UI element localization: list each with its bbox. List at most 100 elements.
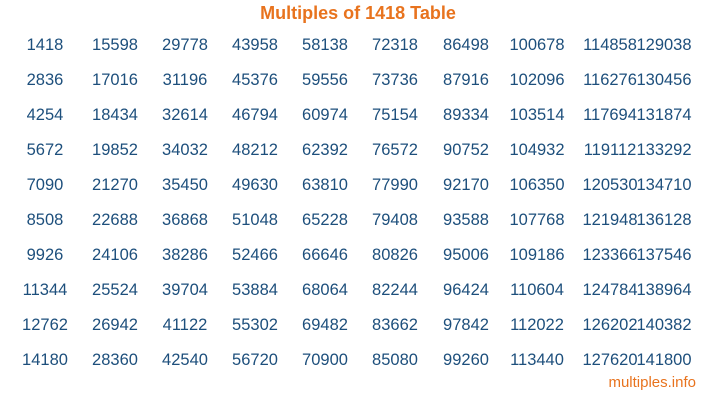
table-cell: 17016 — [92, 71, 138, 89]
table-cell: 68064 — [302, 281, 348, 299]
table-cell: 130456 — [636, 71, 692, 89]
table-cell: 100678 — [509, 36, 565, 54]
table-cell: 97842 — [443, 316, 489, 334]
table-cell: 112022 — [510, 316, 564, 334]
table-column: 1418 2836 4254 5672 7090 8508 9926 11344 12762 14… — [22, 33, 68, 383]
table-cell: 49630 — [232, 176, 278, 194]
table-cell: 138964 — [636, 281, 692, 299]
table-cell: 134710 — [636, 176, 692, 194]
table-cell: 95006 — [443, 246, 489, 264]
table-cell: 39704 — [162, 281, 208, 299]
table-cell: 22688 — [92, 211, 138, 229]
table-cell: 83662 — [372, 316, 418, 334]
table-cell: 4254 — [26, 106, 64, 124]
table-cell: 96424 — [443, 281, 489, 299]
table-cell: 141800 — [636, 351, 692, 369]
table-cell: 15598 — [92, 36, 138, 54]
table-column: 15598 17016 18434 19852 21270 22688 24106 25524… — [92, 33, 138, 383]
table-column: 72318 73736 75154 76572 77990 79408 80826 82244… — [372, 33, 418, 383]
table-cell: 29778 — [162, 36, 208, 54]
table-cell: 21270 — [92, 176, 138, 194]
table-cell: 82244 — [372, 281, 418, 299]
site-link[interactable]: multiples.info — [608, 374, 696, 391]
table-cell: 77990 — [372, 176, 418, 194]
table-cell: 56720 — [232, 351, 278, 369]
table-cell: 34032 — [162, 141, 208, 159]
table-column: 29778 31196 32614 34032 35450 36868 38286 39704… — [162, 33, 208, 383]
table-cell: 51048 — [232, 211, 278, 229]
table-cell: 109186 — [509, 246, 565, 264]
table-cell: 136128 — [636, 211, 692, 229]
table-cell: 60974 — [302, 106, 348, 124]
table-cell: 129038 — [636, 36, 692, 54]
table-cell: 119112 — [583, 141, 637, 159]
table-cell: 80826 — [372, 246, 418, 264]
table-cell: 12762 — [22, 316, 68, 334]
table-cell: 19852 — [92, 141, 138, 159]
table-column: 100678 102096 103514 104932 106350 107768 1091… — [509, 33, 564, 383]
table-cell: 59556 — [302, 71, 348, 89]
table-cell: 2836 — [26, 71, 64, 89]
table-cell: 127620 — [582, 351, 638, 369]
table-cell: 36868 — [162, 211, 208, 229]
table-cell: 113440 — [510, 351, 564, 369]
table-cell: 45376 — [232, 71, 278, 89]
table-cell: 75154 — [372, 106, 418, 124]
table-cell: 46794 — [232, 106, 278, 124]
table-cell: 42540 — [162, 351, 208, 369]
table-cell: 85080 — [372, 351, 418, 369]
table-cell: 121948 — [582, 211, 638, 229]
table-cell: 73736 — [372, 71, 418, 89]
table-cell: 110604 — [510, 281, 564, 299]
table-cell: 24106 — [92, 246, 138, 264]
table-cell: 7090 — [26, 176, 64, 194]
table-cell: 72318 — [372, 36, 418, 54]
table-cell: 62392 — [302, 141, 348, 159]
table-cell: 90752 — [443, 141, 489, 159]
table-cell: 11344 — [22, 281, 68, 299]
table-cell: 8508 — [26, 211, 64, 229]
table-cell: 48212 — [232, 141, 278, 159]
table-cell: 76572 — [372, 141, 418, 159]
table-cell: 123366 — [582, 246, 638, 264]
table-cell: 5672 — [26, 141, 64, 159]
table-cell: 32614 — [162, 106, 208, 124]
table-cell: 26942 — [92, 316, 138, 334]
table-cell: 70900 — [302, 351, 348, 369]
table-cell: 79408 — [372, 211, 418, 229]
table-cell: 117694 — [583, 106, 637, 124]
table-cell: 93588 — [443, 211, 489, 229]
table-column: 58138 59556 60974 62392 63810 65228 66646 68064… — [302, 33, 348, 383]
table-cell: 99260 — [443, 351, 489, 369]
table-cell: 140382 — [636, 316, 692, 334]
table-cell: 52466 — [232, 246, 278, 264]
table-cell: 69482 — [302, 316, 348, 334]
table-cell: 107768 — [509, 211, 565, 229]
table-cell: 131874 — [636, 106, 692, 124]
page-title: Multiples of 1418 Table — [260, 3, 456, 23]
table-column: 43958 45376 46794 48212 49630 51048 52466 53884… — [232, 33, 278, 383]
table-cell: 9926 — [26, 246, 64, 264]
table-cell: 114858 — [583, 36, 637, 54]
table-cell: 89334 — [443, 106, 489, 124]
table-cell: 18434 — [92, 106, 138, 124]
table-cell: 25524 — [92, 281, 138, 299]
table-cell: 92170 — [443, 176, 489, 194]
table-cell: 55302 — [232, 316, 278, 334]
table-cell: 66646 — [302, 246, 348, 264]
table-column: 114858 116276 117694 119112 120530 121948 1233… — [582, 33, 637, 383]
table-cell: 124784 — [582, 281, 638, 299]
table-cell: 31196 — [162, 71, 208, 89]
table-cell: 41122 — [162, 316, 208, 334]
table-cell: 133292 — [636, 141, 692, 159]
table-column: 129038 130456 131874 133292 134710 136128 1375… — [636, 33, 691, 383]
table-cell: 104932 — [509, 141, 565, 159]
table-cell: 53884 — [232, 281, 278, 299]
table-cell: 38286 — [162, 246, 208, 264]
table-cell: 28360 — [92, 351, 138, 369]
table-cell: 103514 — [509, 106, 565, 124]
table-cell: 63810 — [302, 176, 348, 194]
table-cell: 35450 — [162, 176, 208, 194]
table-cell: 43958 — [232, 36, 278, 54]
table-cell: 116276 — [583, 71, 637, 89]
